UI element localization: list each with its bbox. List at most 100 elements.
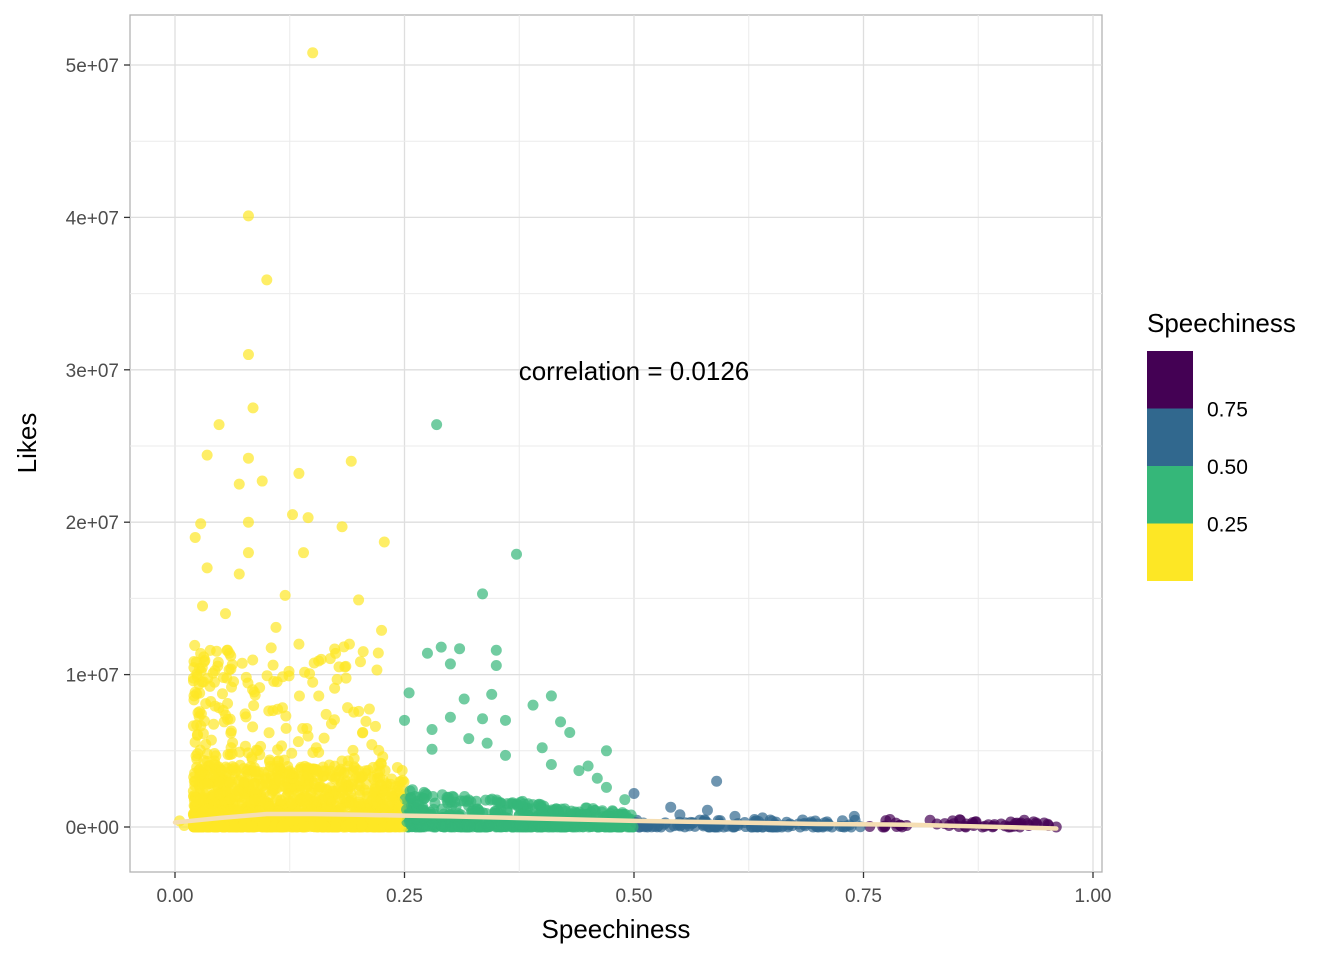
data-point — [441, 794, 453, 806]
data-point — [436, 821, 448, 833]
smooth-line-group — [172, 811, 1059, 831]
data-point — [367, 821, 379, 833]
data-point — [426, 818, 438, 830]
y-tick-label: 0e+00 — [66, 818, 119, 839]
data-point — [189, 639, 201, 651]
data-point — [217, 672, 229, 684]
data-point — [298, 547, 310, 559]
data-point — [564, 727, 576, 739]
data-point — [486, 688, 498, 700]
data-point — [224, 793, 236, 805]
data-point — [227, 737, 239, 749]
data-point — [309, 777, 321, 789]
y-axis-title: Likes — [12, 413, 42, 474]
legend-label: 0.75 — [1207, 399, 1248, 422]
data-point — [270, 621, 282, 633]
x-tick-label: 0.25 — [386, 886, 423, 907]
data-point — [195, 647, 207, 659]
data-point — [329, 682, 341, 694]
data-point — [640, 820, 652, 832]
data-point — [315, 817, 327, 829]
x-tick-label: 0.75 — [845, 886, 882, 907]
data-point — [376, 624, 388, 636]
data-point — [436, 803, 448, 815]
data-point — [232, 785, 244, 797]
data-point — [490, 644, 502, 656]
data-point — [259, 786, 271, 798]
data-point — [371, 664, 383, 676]
data-point — [216, 821, 228, 833]
legend: Speechiness 0.75 0.50 0.25 — [1147, 308, 1296, 581]
data-point — [228, 821, 240, 833]
data-point — [366, 739, 378, 751]
data-point — [246, 821, 258, 833]
data-point — [208, 718, 220, 730]
data-point — [527, 699, 539, 711]
data-point — [628, 787, 640, 799]
data-point — [213, 776, 225, 788]
data-point — [276, 740, 288, 752]
data-point — [192, 707, 204, 719]
data-point — [578, 819, 590, 831]
data-point — [322, 792, 334, 804]
data-point — [359, 784, 371, 796]
data-point — [556, 803, 568, 815]
grid-lines — [130, 15, 1102, 872]
data-point — [340, 672, 352, 684]
data-point — [463, 733, 475, 745]
data-point — [426, 743, 438, 755]
data-point — [477, 713, 489, 725]
data-point — [242, 547, 254, 559]
x-axis-ticks: 0.00 0.25 0.50 0.75 1.00 — [157, 872, 1112, 907]
data-point — [454, 643, 466, 655]
data-point — [483, 820, 495, 832]
data-point — [591, 772, 603, 784]
data-point — [459, 791, 471, 803]
data-point — [246, 753, 258, 765]
data-point — [293, 467, 305, 479]
legend-title: Speechiness — [1147, 308, 1296, 338]
data-point — [197, 600, 209, 612]
data-point — [627, 821, 639, 833]
data-point — [247, 721, 259, 733]
data-point — [372, 647, 384, 659]
data-point — [342, 767, 354, 779]
data-point — [357, 727, 369, 739]
data-point — [490, 659, 502, 671]
data-point — [848, 810, 860, 822]
data-point — [390, 781, 402, 793]
data-point — [665, 801, 677, 813]
data-point — [302, 512, 314, 524]
data-point — [240, 711, 252, 723]
data-point — [499, 714, 511, 726]
data-point — [214, 788, 226, 800]
legend-colorbar — [1147, 351, 1193, 581]
data-point — [247, 654, 259, 666]
data-point — [464, 820, 476, 832]
x-tick-label: 1.00 — [1075, 886, 1112, 907]
data-point — [298, 821, 310, 833]
data-point — [286, 747, 298, 759]
data-point — [600, 745, 612, 757]
data-point — [280, 722, 292, 734]
data-point — [293, 690, 305, 702]
legend-swatch — [1147, 408, 1193, 466]
data-point — [200, 698, 212, 710]
data-point — [426, 723, 438, 735]
data-point — [267, 659, 279, 671]
data-point — [209, 665, 221, 677]
data-point — [321, 801, 333, 813]
data-point — [328, 714, 340, 726]
data-point — [275, 795, 287, 807]
data-point — [286, 798, 298, 810]
smooth-line — [172, 811, 1059, 831]
data-point — [573, 765, 585, 777]
data-point — [711, 775, 723, 787]
data-point — [619, 794, 631, 806]
data-point — [331, 673, 343, 685]
data-point — [263, 756, 275, 768]
data-point — [223, 664, 235, 676]
data-point — [208, 676, 220, 688]
data-point — [195, 793, 207, 805]
